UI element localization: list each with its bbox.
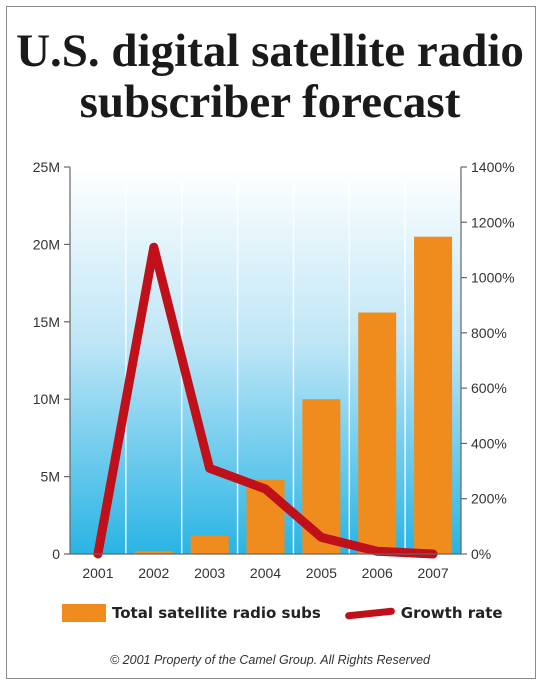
left-tick-label: 10M xyxy=(33,391,60,407)
left-tick-label: 20M xyxy=(33,236,60,252)
bar-2006 xyxy=(358,312,397,554)
copyright-footer: © 2001 Property of the Camel Group. All … xyxy=(109,653,430,667)
x-tick-label: 2001 xyxy=(82,565,113,581)
x-tick-label: 2006 xyxy=(362,565,393,581)
left-tick-label: 0 xyxy=(52,546,60,562)
right-tick-label: 0% xyxy=(471,546,491,562)
right-tick-label: 400% xyxy=(471,435,507,451)
right-tick-label: 1200% xyxy=(471,214,515,230)
right-tick-label: 1000% xyxy=(471,270,515,286)
left-tick-label: 15M xyxy=(33,314,60,330)
legend-swatch-line xyxy=(344,606,396,620)
x-tick-label: 2005 xyxy=(306,565,337,581)
legend-swatch-bars xyxy=(62,604,106,622)
left-tick-label: 5M xyxy=(41,469,60,485)
x-tick-label: 2007 xyxy=(417,565,448,581)
growth-rate-line xyxy=(93,242,438,559)
right-tick-label: 200% xyxy=(471,491,507,507)
title-line-1: U.S. digital satellite radio xyxy=(16,25,524,77)
x-tick-label: 2004 xyxy=(250,565,281,581)
legend-label-line: Growth rate xyxy=(400,604,503,622)
right-tick-label: 600% xyxy=(471,380,507,396)
left-tick-label: 25M xyxy=(33,159,60,175)
bar-2002 xyxy=(134,550,173,554)
bar-2007 xyxy=(414,236,453,554)
legend: Total satellite radio subs Growth rate xyxy=(62,604,503,622)
x-tick-label: 2002 xyxy=(138,565,169,581)
x-tick-label: 2003 xyxy=(194,565,225,581)
title-line-2: subscriber forecast xyxy=(79,76,461,128)
right-tick-label: 1400% xyxy=(471,159,515,175)
right-tick-label: 800% xyxy=(471,325,507,341)
chart-title: U.S. digital satellite radio subscriber … xyxy=(6,26,534,128)
bar-2003 xyxy=(190,535,229,554)
legend-label-bars: Total satellite radio subs xyxy=(112,604,321,622)
